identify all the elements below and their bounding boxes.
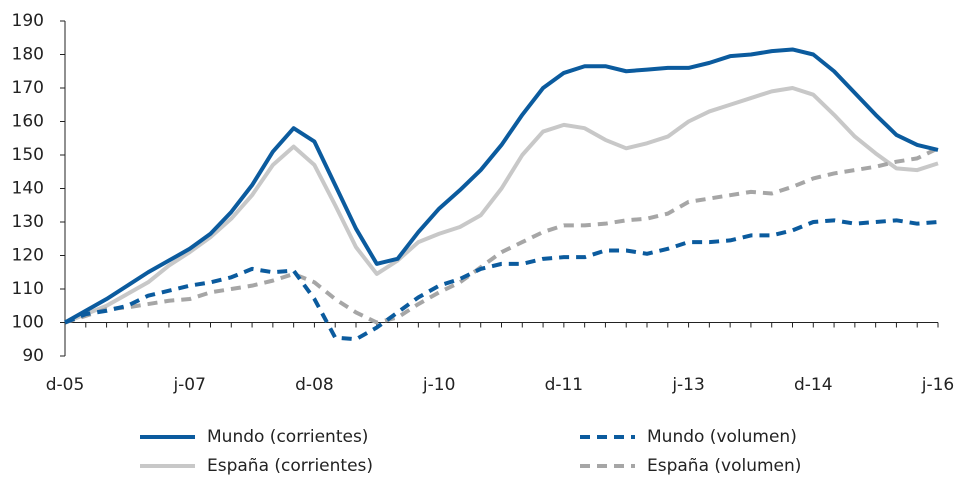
series-line xyxy=(64,146,939,325)
x-tick-label: j-13 xyxy=(671,375,705,395)
x-tick-label: j-10 xyxy=(422,375,456,395)
y-tick-label: 110 xyxy=(12,279,44,299)
x-tick-label: d-08 xyxy=(295,375,334,395)
legend-label: Mundo (volumen) xyxy=(647,427,797,447)
x-tick-label: j-07 xyxy=(172,375,206,395)
series-line xyxy=(64,218,939,342)
y-tick-label: 170 xyxy=(12,78,44,98)
x-tick-label: d-14 xyxy=(794,375,833,395)
y-tick-label: 140 xyxy=(12,179,44,199)
y-tick-label: 150 xyxy=(12,145,44,165)
y-tick-label: 190 xyxy=(12,11,44,31)
x-tick-label: d-11 xyxy=(545,375,584,395)
legend-label: España (volumen) xyxy=(647,456,801,476)
y-tick-label: 160 xyxy=(12,112,44,132)
legend-label: España (corrientes) xyxy=(207,456,373,476)
y-tick-label: 100 xyxy=(12,313,44,333)
y-tick-label: 120 xyxy=(12,246,44,266)
x-tick-label: d-05 xyxy=(46,375,85,395)
series-line xyxy=(64,86,939,325)
y-tick-label: 180 xyxy=(12,45,44,65)
y-tick-label: 90 xyxy=(22,346,44,366)
legend-label: Mundo (corrientes) xyxy=(207,427,368,447)
series-line xyxy=(64,47,939,325)
x-tick-label: j-16 xyxy=(921,375,955,395)
y-tick-label: 130 xyxy=(12,212,44,232)
